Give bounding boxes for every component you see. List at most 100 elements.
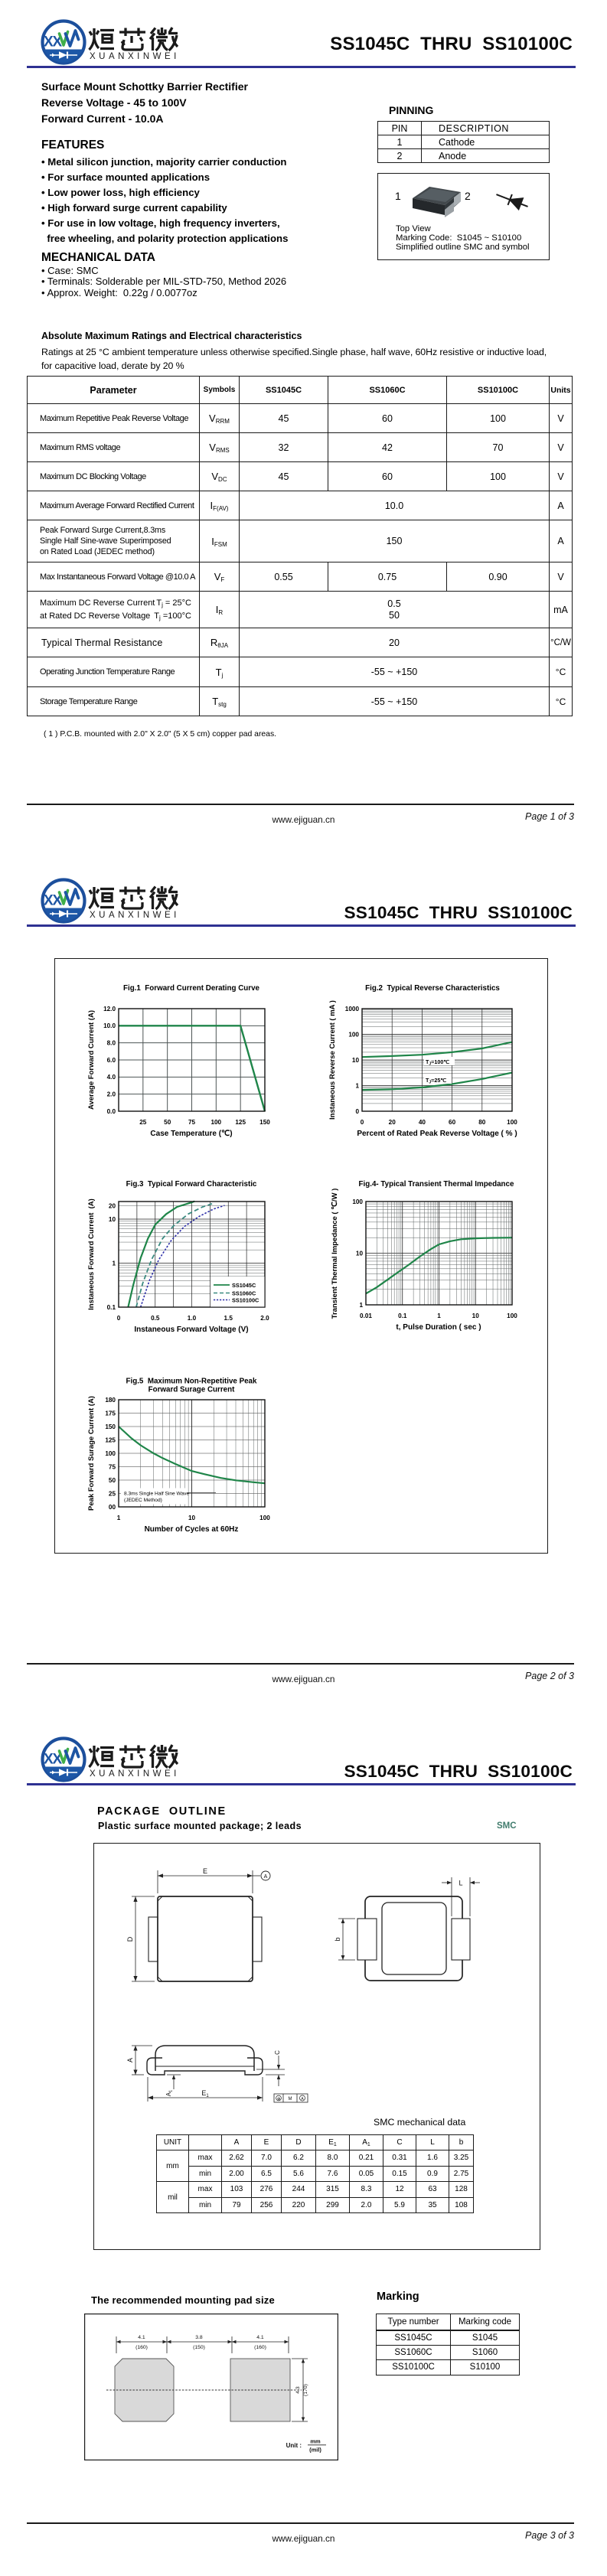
svg-text:40: 40 — [419, 1119, 426, 1126]
svg-text:0: 0 — [361, 1119, 364, 1126]
svg-text:Transient Thermal Impedance (: Transient Thermal Impedance ( ℃/W ) — [331, 1189, 339, 1319]
svg-text:0.0: 0.0 — [107, 1108, 116, 1115]
svg-text:1: 1 — [359, 1302, 363, 1309]
svg-text:80: 80 — [478, 1119, 486, 1126]
svg-text:Average Forward Current (A): Average Forward Current (A) — [87, 1010, 96, 1110]
svg-text:180: 180 — [105, 1397, 116, 1404]
svg-text:A: A — [126, 2058, 134, 2062]
svg-text:TJ=25℃: TJ=25℃ — [426, 1077, 446, 1085]
svg-text:75: 75 — [109, 1463, 116, 1470]
svg-text:3.8: 3.8 — [195, 2335, 203, 2340]
svg-text:(170): (170) — [303, 2384, 308, 2396]
svg-text:Unit :: Unit : — [286, 2442, 302, 2449]
svg-text:10: 10 — [472, 1312, 480, 1319]
svg-text:20: 20 — [389, 1119, 397, 1126]
svg-text:Case Temperature (℃): Case Temperature (℃) — [150, 1130, 232, 1138]
svg-text:10.0: 10.0 — [103, 1022, 116, 1029]
svg-text:SS1045C: SS1045C — [232, 1282, 256, 1289]
svg-text:1: 1 — [437, 1312, 441, 1319]
svg-text:8.0: 8.0 — [107, 1040, 116, 1047]
svg-text:0: 0 — [355, 1108, 359, 1115]
svg-text:L: L — [459, 1880, 462, 1887]
svg-text:Fig.2 Typical Reverse Charact: Fig.2 Typical Reverse Characteristics — [365, 984, 500, 993]
svg-text:b: b — [334, 1937, 341, 1941]
svg-text:Fig.1 Forward Current Deratin: Fig.1 Forward Current Derating Curve — [123, 984, 260, 993]
svg-text:0.1: 0.1 — [398, 1312, 407, 1319]
svg-text:XX: XX — [44, 34, 62, 51]
svg-text:100: 100 — [352, 1198, 363, 1205]
svg-text:Fig.5 Maximum Non-Repetitive: Fig.5 Maximum Non-Repetitive Peak — [126, 1378, 257, 1386]
svg-text:100: 100 — [210, 1119, 221, 1126]
svg-text:Instaneous Forward Voltage (V): Instaneous Forward Voltage (V) — [134, 1325, 248, 1334]
svg-text:Instaneous Forward Current (A: Instaneous Forward Current (A) — [87, 1198, 96, 1310]
svg-text:M: M — [289, 2097, 292, 2102]
svg-text:4.0: 4.0 — [107, 1074, 116, 1081]
svg-text:1: 1 — [117, 1515, 121, 1521]
svg-text:Forward Surage Current: Forward Surage Current — [148, 1386, 235, 1394]
svg-text:60: 60 — [449, 1119, 456, 1126]
svg-text:175: 175 — [105, 1410, 116, 1417]
svg-text:XX: XX — [44, 893, 62, 909]
svg-text:125: 125 — [105, 1436, 116, 1443]
svg-text:(JEDEC Method): (JEDEC Method) — [124, 1498, 162, 1503]
svg-text:t, Pulse Duration ( sec ): t, Pulse Duration ( sec ) — [396, 1323, 481, 1332]
svg-text:Peak Forward Surage Current (A: Peak Forward Surage Current (A) — [87, 1396, 96, 1511]
svg-text:00: 00 — [109, 1504, 116, 1511]
svg-text:XX: XX — [44, 1752, 62, 1768]
svg-text:50: 50 — [164, 1119, 171, 1126]
svg-text:E1: E1 — [201, 2089, 209, 2098]
svg-text:100: 100 — [507, 1312, 517, 1319]
svg-text:100: 100 — [348, 1031, 359, 1038]
svg-text:25: 25 — [139, 1119, 147, 1126]
svg-text:Instaneous Reverse Current ( m: Instaneous Reverse Current ( mA ) — [328, 1000, 337, 1120]
svg-text:8.3ms Single Half Sine Wave: 8.3ms Single Half Sine Wave — [124, 1492, 189, 1497]
svg-text:(160): (160) — [254, 2345, 266, 2350]
svg-text:TJ=100℃: TJ=100℃ — [426, 1058, 449, 1067]
svg-text:Fig.4- Typical Transient Therm: Fig.4- Typical Transient Thermal Impedan… — [359, 1180, 514, 1189]
svg-text:Number of Cycles at 60Hz: Number of Cycles at 60Hz — [145, 1525, 239, 1534]
svg-text:SS1060C: SS1060C — [232, 1290, 256, 1297]
svg-text:1.0: 1.0 — [188, 1315, 197, 1322]
svg-text:50: 50 — [109, 1477, 116, 1484]
svg-text:6.0: 6.0 — [107, 1057, 116, 1064]
svg-text:4.3: 4.3 — [295, 2386, 301, 2394]
svg-text:SS10100C: SS10100C — [232, 1297, 259, 1304]
svg-text:150: 150 — [105, 1423, 116, 1430]
svg-text:D: D — [126, 1936, 134, 1942]
svg-text:A: A — [301, 2097, 304, 2102]
svg-text:⊕: ⊕ — [277, 2097, 281, 2102]
svg-text:150: 150 — [259, 1119, 270, 1126]
svg-text:100: 100 — [105, 1450, 116, 1457]
svg-text:20: 20 — [109, 1203, 116, 1210]
svg-text:10: 10 — [188, 1515, 196, 1521]
svg-text:1000: 1000 — [345, 1006, 360, 1012]
svg-text:10: 10 — [356, 1250, 364, 1257]
svg-text:E: E — [203, 1867, 207, 1875]
svg-text:(mil): (mil) — [309, 2447, 321, 2454]
svg-text:0: 0 — [117, 1315, 121, 1322]
svg-text:125: 125 — [235, 1119, 246, 1126]
svg-text:(150): (150) — [193, 2345, 205, 2350]
svg-text:C: C — [274, 2050, 281, 2055]
svg-text:(160): (160) — [135, 2345, 148, 2350]
svg-text:2.0: 2.0 — [260, 1315, 269, 1322]
svg-text:A1: A1 — [165, 2090, 174, 2096]
svg-text:10: 10 — [352, 1057, 360, 1064]
svg-text:mm: mm — [310, 2438, 321, 2445]
svg-text:A: A — [264, 1874, 268, 1880]
svg-text:10: 10 — [109, 1216, 116, 1223]
svg-text:Percent of Rated Peak Reverse: Percent of Rated Peak Reverse Voltage ( … — [357, 1130, 517, 1138]
svg-text:25: 25 — [109, 1490, 116, 1497]
svg-text:100: 100 — [507, 1119, 517, 1126]
svg-text:Fig.3 Typical Forward Charact: Fig.3 Typical Forward Characteristic — [126, 1180, 257, 1189]
svg-text:1: 1 — [355, 1082, 359, 1089]
svg-text:12.0: 12.0 — [103, 1006, 116, 1012]
svg-text:0.5: 0.5 — [151, 1315, 160, 1322]
svg-text:4.1: 4.1 — [138, 2335, 145, 2340]
svg-text:1.5: 1.5 — [224, 1315, 233, 1322]
svg-text:0.01: 0.01 — [360, 1312, 372, 1319]
svg-text:100: 100 — [259, 1515, 270, 1521]
svg-text:1: 1 — [112, 1260, 116, 1267]
svg-text:2.0: 2.0 — [107, 1091, 116, 1098]
svg-text:4.1: 4.1 — [256, 2335, 264, 2340]
